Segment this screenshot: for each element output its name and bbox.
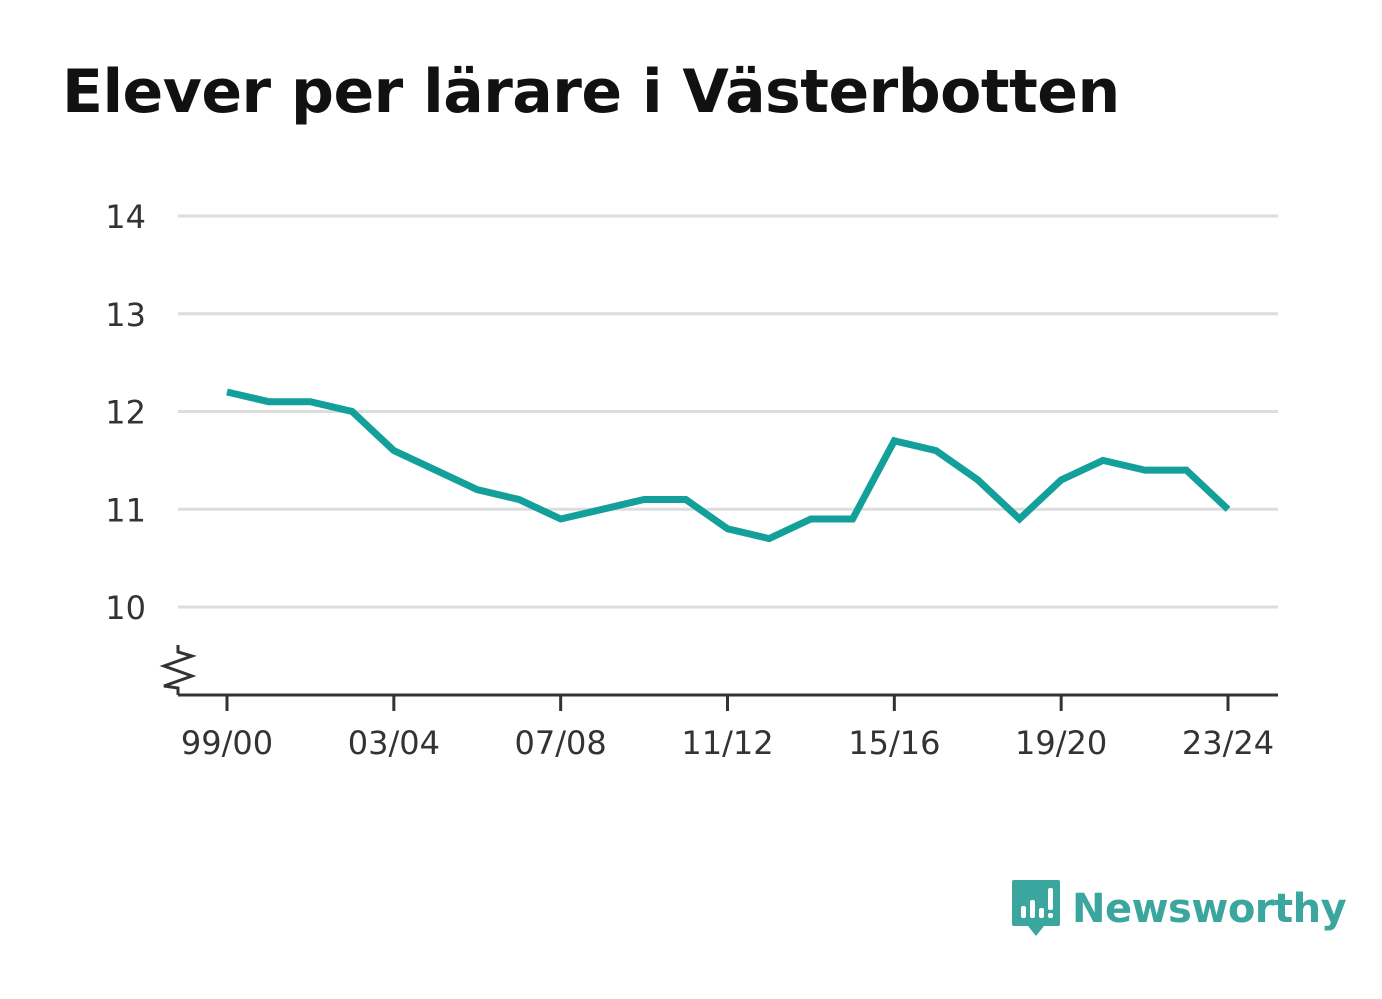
data-point: [307, 398, 314, 405]
data-point: [432, 467, 439, 474]
data-point: [224, 388, 231, 395]
series-line: [226, 388, 1231, 543]
data-point: [515, 496, 522, 503]
y-tick-label: 11: [105, 491, 146, 529]
newsworthy-logo-icon: [1012, 880, 1060, 936]
chart-title: Elever per lärare i Västerbotten: [62, 57, 1120, 127]
x-tick-label: 03/04: [348, 724, 440, 762]
y-axis-ticks: 10 11 12 13 14: [105, 198, 146, 627]
data-point: [265, 398, 272, 405]
data-point: [349, 408, 356, 415]
x-tick-label: 19/20: [1015, 724, 1107, 762]
x-axis: [159, 645, 1278, 697]
gridlines: [178, 214, 1278, 609]
x-tick-label: 23/24: [1182, 724, 1274, 762]
y-tick-label: 12: [105, 394, 146, 432]
y-tick-label: 13: [105, 296, 146, 334]
data-point: [974, 476, 981, 483]
data-point: [1058, 476, 1065, 483]
data-point: [474, 486, 481, 493]
data-point: [766, 535, 773, 542]
data-point: [557, 516, 564, 523]
axis-break-icon: [159, 645, 197, 695]
data-point: [1099, 457, 1106, 464]
data-point: [1141, 467, 1148, 474]
y-tick-label: 10: [105, 589, 146, 627]
data-point: [1225, 506, 1232, 513]
data-point: [641, 496, 648, 503]
data-point: [682, 496, 689, 503]
data-point: [849, 516, 856, 523]
x-tick-label: 11/12: [681, 724, 773, 762]
y-tick-label: 14: [105, 198, 146, 236]
data-point: [599, 506, 606, 513]
data-point: [933, 447, 940, 454]
data-point: [807, 516, 814, 523]
series-group: [224, 388, 1232, 543]
data-point: [1183, 467, 1190, 474]
data-point: [891, 437, 898, 444]
x-tick-label: 99/00: [181, 724, 273, 762]
x-tick-label: 07/08: [515, 724, 607, 762]
data-point: [1016, 516, 1023, 523]
brand-name: Newsworthy: [1072, 886, 1347, 932]
x-axis-ticks: 99/00 03/04 07/08 11/12 15/16 19/20 23/24: [181, 695, 1274, 762]
data-point: [724, 525, 731, 532]
x-tick-label: 15/16: [848, 724, 940, 762]
newsworthy-logo: Newsworthy: [1010, 878, 1347, 940]
data-point: [390, 447, 397, 454]
